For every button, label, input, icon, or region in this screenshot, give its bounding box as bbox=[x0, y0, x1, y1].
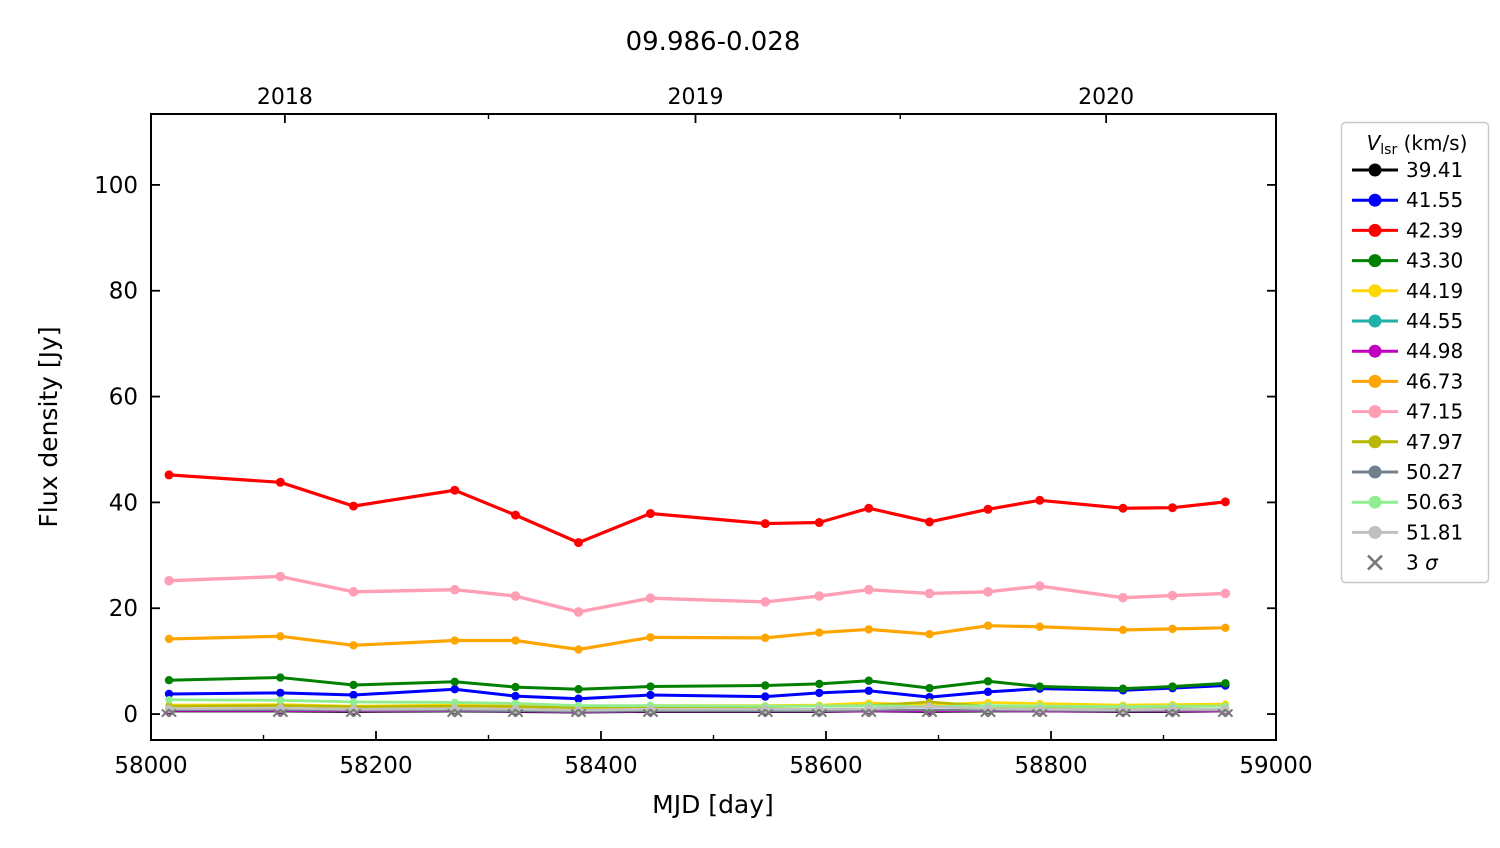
x-axis: 58000 58200 58400 58600 58800 59000 bbox=[114, 731, 1313, 779]
series-43.30 bbox=[164, 673, 1230, 694]
axes bbox=[150, 113, 1277, 741]
series-47.15 bbox=[164, 571, 1231, 617]
year-tick-label: 2019 bbox=[668, 85, 724, 110]
year-tick-label: 2018 bbox=[257, 85, 313, 110]
legend-label: 51.81 bbox=[1406, 520, 1463, 544]
legend-entry-44.55: 44.55 bbox=[1352, 309, 1463, 333]
legend-label: 47.97 bbox=[1406, 430, 1463, 454]
legend-entry-46.73: 46.73 bbox=[1352, 369, 1463, 393]
legend-entry-42.39: 42.39 bbox=[1352, 218, 1463, 242]
top-year-axis: 2018 2019 2020 bbox=[257, 85, 1134, 123]
y-tick-label: 60 bbox=[109, 385, 138, 411]
x-tick-label: 58400 bbox=[564, 753, 637, 779]
y-tick-label: 0 bbox=[123, 702, 138, 728]
legend-label: 42.39 bbox=[1406, 218, 1463, 242]
legend-entry-50.27: 50.27 bbox=[1352, 460, 1463, 484]
legend-entry-47.97: 47.97 bbox=[1352, 430, 1463, 454]
legend-label: 50.63 bbox=[1406, 490, 1463, 514]
x-axis-label: MJD [day] bbox=[652, 790, 774, 819]
legend-entry-44.19: 44.19 bbox=[1352, 279, 1463, 303]
legend-label: 43.30 bbox=[1406, 249, 1463, 273]
x-tick-label: 59000 bbox=[1239, 753, 1312, 779]
legend-label: 50.27 bbox=[1406, 460, 1463, 484]
legend-entry-43.30: 43.30 bbox=[1352, 249, 1463, 273]
year-tick-label: 2020 bbox=[1078, 85, 1134, 110]
y-tick-label: 20 bbox=[109, 596, 138, 622]
legend-title: Vlsr (km/s) bbox=[1367, 131, 1468, 158]
legend-entry-39.41: 39.41 bbox=[1352, 158, 1463, 182]
y-axis-label: Flux density [Jy] bbox=[34, 326, 63, 527]
x-tick-label: 58600 bbox=[789, 753, 862, 779]
y-tick-label: 40 bbox=[109, 490, 138, 516]
legend-label: 46.73 bbox=[1406, 369, 1463, 393]
series-41.55 bbox=[164, 681, 1230, 703]
legend-entry-51.81: 51.81 bbox=[1352, 520, 1463, 544]
legend-entry-47.15: 47.15 bbox=[1352, 400, 1463, 424]
legend-entry-41.55: 41.55 bbox=[1352, 188, 1463, 212]
series-46.73 bbox=[164, 621, 1230, 654]
chart-title: 09.986-0.028 bbox=[626, 27, 801, 57]
y-tick-label: 80 bbox=[109, 279, 138, 305]
legend-sigma-label: 3 σ bbox=[1406, 551, 1439, 575]
legend: Vlsr (km/s)39.41 41.55 42.39 43.30 44.19 44.5… bbox=[1340, 121, 1490, 584]
legend-label: 41.55 bbox=[1406, 188, 1463, 212]
y-tick-label: 100 bbox=[94, 173, 138, 199]
legend-label: 47.15 bbox=[1406, 400, 1463, 424]
y-axis: 0 20 40 60 80 100 bbox=[94, 173, 1276, 728]
legend-label: 44.98 bbox=[1406, 339, 1463, 363]
legend-label: 39.41 bbox=[1406, 158, 1463, 182]
x-tick-label: 58000 bbox=[114, 753, 187, 779]
legend-entry-44.98: 44.98 bbox=[1352, 339, 1463, 363]
x-tick-label: 58200 bbox=[339, 753, 412, 779]
series-42.39 bbox=[164, 470, 1230, 548]
legend-entry-50.63: 50.63 bbox=[1352, 490, 1463, 514]
legend-label: 44.55 bbox=[1406, 309, 1463, 333]
sigma-markers bbox=[161, 708, 1234, 718]
x-tick-label: 58800 bbox=[1014, 753, 1087, 779]
legend-entry-3sigma: 3 σ bbox=[1367, 551, 1439, 575]
legend-label: 44.19 bbox=[1406, 279, 1463, 303]
